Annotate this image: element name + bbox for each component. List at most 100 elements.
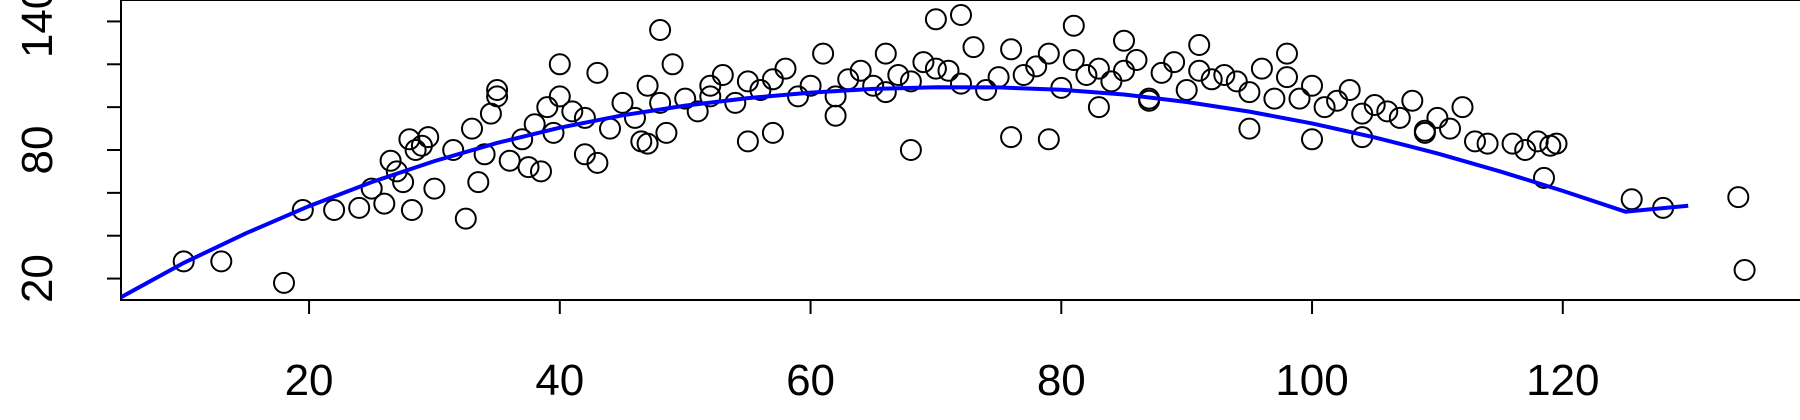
data-point — [1276, 42, 1298, 65]
data-point — [273, 271, 295, 294]
data-point — [1351, 102, 1374, 125]
data-point — [486, 85, 509, 108]
data-point — [1313, 96, 1336, 119]
data-point — [1413, 119, 1436, 142]
data-point — [912, 51, 935, 74]
data-point — [1288, 87, 1311, 110]
data-point — [874, 42, 897, 65]
data-point — [874, 81, 897, 104]
data-point — [1188, 59, 1211, 82]
data-point — [454, 207, 477, 230]
data-point — [849, 59, 872, 82]
y-tick-label: 80 — [13, 126, 62, 175]
data-point — [423, 177, 446, 200]
y-tick-label: 140 — [13, 0, 62, 58]
data-point — [573, 143, 596, 166]
data-point — [624, 106, 646, 129]
data-point — [686, 100, 709, 123]
data-point — [473, 143, 496, 166]
data-point — [172, 250, 195, 273]
data-point — [1113, 59, 1135, 82]
data-point — [1238, 117, 1261, 140]
data-point — [761, 68, 784, 91]
data-point — [548, 53, 571, 76]
data-point — [1188, 34, 1211, 56]
data-point — [1620, 188, 1643, 211]
data-point — [649, 19, 672, 41]
data-point — [899, 70, 922, 93]
data-point — [373, 192, 396, 215]
data-point — [1012, 64, 1035, 86]
points-layer — [172, 4, 1756, 294]
data-point — [517, 156, 540, 179]
data-point — [561, 100, 584, 123]
x-tick-label: 40 — [535, 356, 584, 405]
data-point — [1276, 66, 1298, 89]
data-point — [586, 151, 609, 174]
data-point — [536, 96, 559, 119]
data-point — [1388, 106, 1411, 129]
data-point — [400, 199, 423, 221]
data-point — [1401, 89, 1424, 112]
data-point — [1062, 49, 1085, 71]
data-point — [1727, 186, 1750, 209]
data-point — [1545, 132, 1568, 155]
data-point — [636, 132, 659, 155]
data-point — [924, 8, 947, 31]
fitted-curve — [120, 85, 1689, 299]
data-point — [1113, 29, 1135, 52]
data-point — [1175, 79, 1198, 101]
data-point — [530, 160, 552, 183]
data-point — [812, 42, 835, 65]
data-point — [461, 117, 483, 140]
y-tick-label: 20 — [13, 254, 62, 303]
x-tick-label: 100 — [1275, 356, 1348, 405]
data-point — [1363, 94, 1386, 116]
x-tick-label: 80 — [1037, 356, 1086, 405]
data-point — [210, 250, 233, 273]
data-point — [950, 72, 972, 95]
data-point — [950, 4, 972, 26]
data-point — [674, 87, 697, 110]
data-point — [611, 91, 634, 114]
data-point — [1250, 57, 1273, 80]
data-point — [1514, 139, 1537, 161]
data-point — [862, 74, 885, 97]
data-point — [1163, 51, 1186, 74]
data-point — [1087, 96, 1110, 119]
data-point — [636, 74, 659, 97]
data-point — [467, 171, 490, 194]
data-point — [962, 36, 985, 59]
data-point — [1476, 132, 1499, 155]
data-point — [1501, 132, 1524, 155]
data-point — [1200, 68, 1223, 91]
data-point — [1439, 117, 1461, 140]
data-point — [649, 91, 672, 114]
data-point — [1100, 70, 1123, 93]
data-point — [1301, 74, 1323, 97]
data-point — [573, 106, 596, 129]
data-point — [291, 199, 314, 221]
data-point — [1000, 126, 1023, 149]
data-point — [1075, 64, 1098, 86]
data-point — [761, 121, 784, 144]
x-tick-label: 20 — [285, 356, 334, 405]
data-point — [1037, 128, 1060, 151]
data-point — [323, 199, 346, 221]
data-point — [1338, 79, 1361, 101]
data-point — [787, 85, 809, 108]
data-point — [736, 130, 759, 153]
data-point — [1125, 49, 1148, 71]
data-point — [736, 70, 759, 93]
data-point — [599, 117, 621, 140]
data-point — [655, 121, 678, 144]
data-point — [1464, 130, 1486, 153]
data-point — [417, 126, 440, 149]
data-point — [724, 91, 747, 114]
data-point — [442, 139, 465, 161]
data-point — [899, 139, 922, 161]
data-point — [924, 57, 947, 80]
data-point — [348, 196, 371, 219]
data-point — [486, 79, 509, 101]
